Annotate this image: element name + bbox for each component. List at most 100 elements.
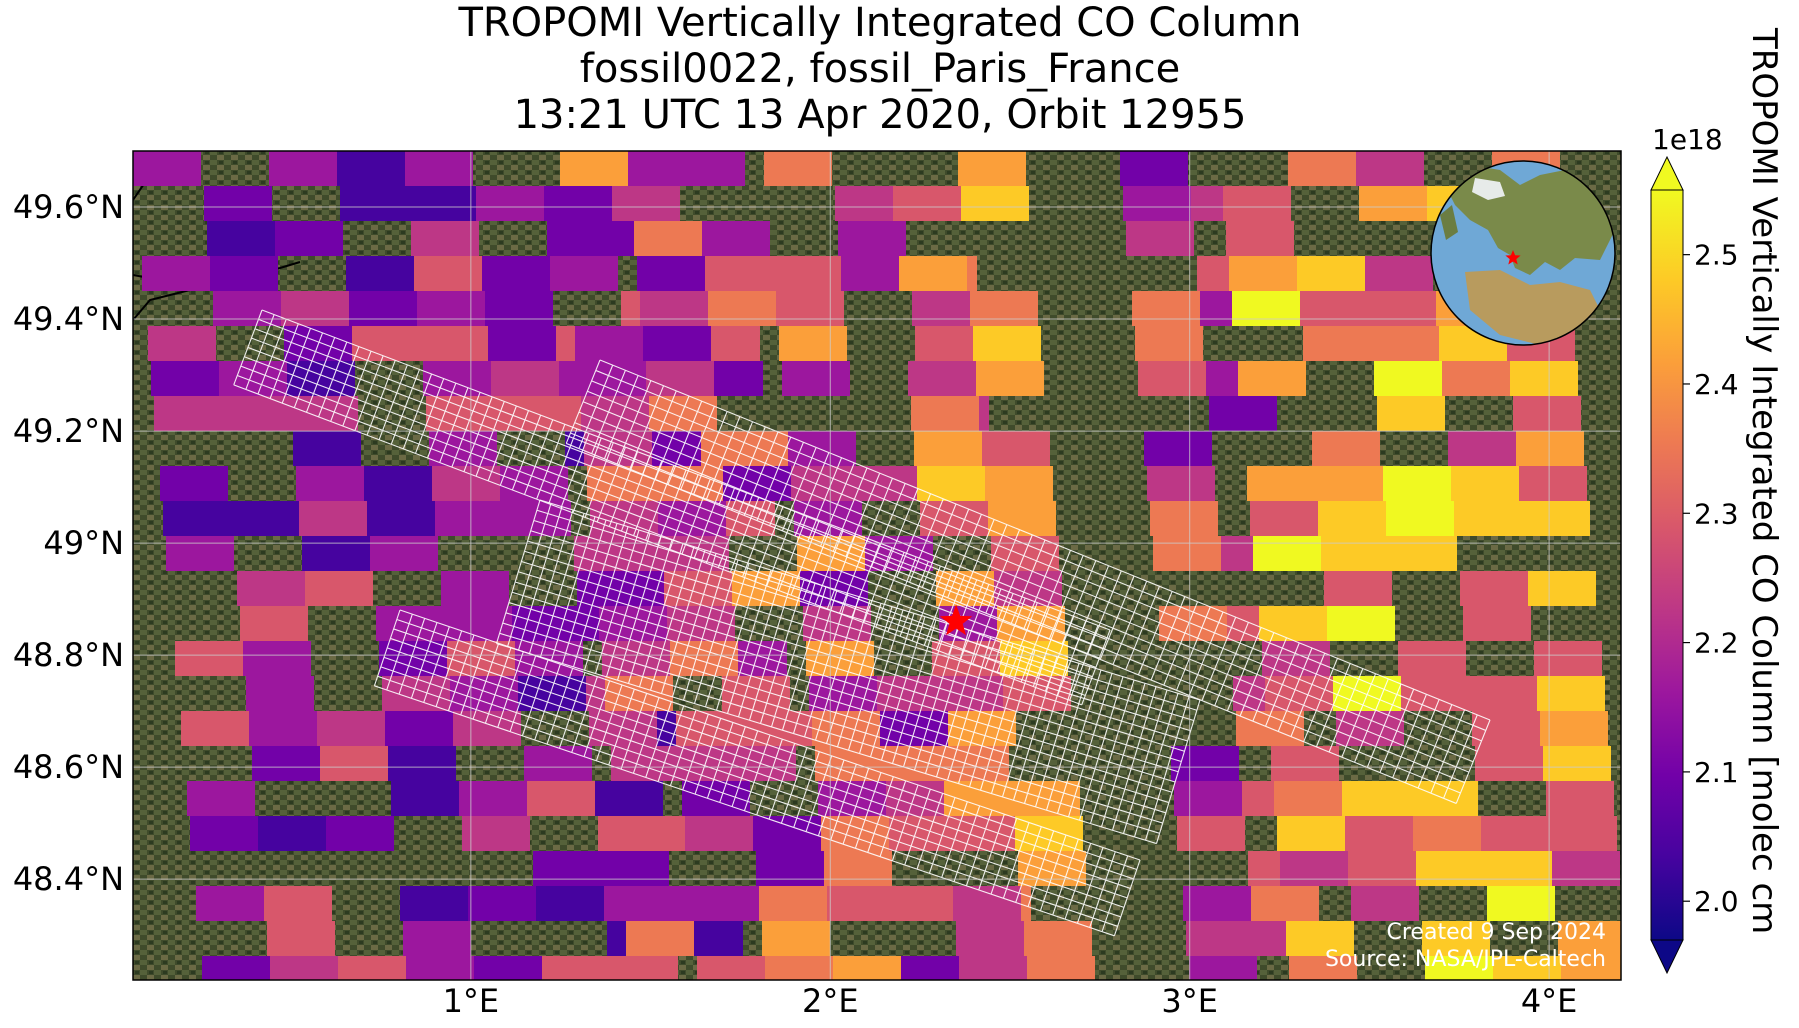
tropomi-pixel	[1138, 361, 1206, 396]
colorbar-extend-max	[1650, 155, 1684, 191]
tropomi-pixel	[1484, 851, 1552, 886]
tropomi-pixel	[1540, 711, 1608, 746]
tropomi-pixel	[1413, 816, 1481, 851]
tropomi-pixel	[835, 186, 903, 221]
tropomi-pixel	[1123, 186, 1191, 221]
tropomi-pixel	[612, 186, 680, 221]
tropomi-pixel	[623, 886, 691, 921]
tropomi-pixel	[1120, 151, 1188, 186]
tropomi-pixel	[838, 221, 906, 256]
tropomi-pixel	[474, 956, 542, 980]
tropomi-pixel	[527, 781, 595, 816]
target-swath	[565, 359, 1491, 804]
swath-line	[530, 530, 1191, 732]
tropomi-pixel	[142, 256, 210, 291]
tropomi-pixel	[973, 326, 1041, 361]
tropomi-pixel	[1271, 746, 1339, 781]
tropomi-pixel	[634, 221, 702, 256]
swath-line	[505, 612, 1166, 814]
tropomi-pixel	[912, 291, 980, 326]
tropomi-pixel	[414, 256, 482, 291]
tropomi-pixel	[794, 501, 862, 536]
title-line-3: 13:21 UTC 13 Apr 2020, Orbit 12955	[513, 92, 1247, 138]
tropomi-pixel	[403, 921, 471, 956]
tropomi-pixel	[252, 746, 320, 781]
swath-line	[496, 643, 1157, 845]
chart-title: TROPOMI Vertically Integrated CO Column …	[230, 0, 1530, 138]
tropomi-pixel	[1356, 151, 1424, 186]
tropomi-pixel	[346, 256, 414, 291]
tropomi-pixel	[160, 466, 228, 501]
tropomi-pixel	[859, 466, 927, 501]
tropomi-pixel	[1442, 361, 1510, 396]
tropomi-pixel	[293, 431, 361, 466]
swath-line	[1155, 699, 1201, 844]
tropomi-pixel	[1177, 816, 1245, 851]
colorbar-frame	[1650, 189, 1684, 941]
tropomi-pixel	[764, 151, 832, 186]
tropomi-pixel	[575, 326, 643, 361]
tropomi-pixel	[213, 291, 281, 326]
tropomi-pixel	[1558, 921, 1621, 956]
lon-tick-label: 4°E	[1521, 982, 1578, 1020]
tropomi-pixel	[249, 711, 317, 746]
tropomi-pixel	[367, 501, 435, 536]
swath-line	[380, 666, 1121, 918]
tropomi-pixel	[566, 221, 634, 256]
globe-icon	[1430, 160, 1616, 346]
title-line-2: fossil0022, fossil_Paris_France	[579, 46, 1181, 92]
tropomi-pixel	[956, 921, 1024, 956]
tropomi-pixel	[617, 816, 685, 851]
tropomi-pixel	[1510, 361, 1578, 396]
tropomi-pixel	[1516, 431, 1584, 466]
tropomi-pixel	[649, 396, 717, 431]
swath-line	[502, 622, 1163, 824]
colorbar: 2.0 2.1 2.2 2.3 2.4 2.5 1e18 TROPOMI Vertical…	[1650, 27, 1784, 975]
swath-line	[396, 618, 1137, 870]
swath-line	[399, 609, 1141, 861]
tropomi-pixel	[175, 641, 243, 676]
tropomi-pixel	[626, 921, 694, 956]
tropomi-pixel	[246, 676, 314, 711]
tropomi-pixel	[1132, 291, 1200, 326]
tropomi-pixel	[1247, 466, 1315, 501]
tropomi-pixel	[1150, 501, 1218, 536]
tropomi-pixel	[1561, 956, 1621, 980]
tropomi-pixel	[1303, 326, 1371, 361]
tropomi-pixel	[773, 256, 841, 291]
tropomi-pixel	[299, 501, 367, 536]
tropomi-pixel	[1238, 361, 1306, 396]
tropomi-pixel	[640, 291, 708, 326]
swath-line	[578, 411, 1470, 773]
tropomi-pixel	[1448, 431, 1516, 466]
colorbar-extend-min	[1650, 939, 1684, 975]
tropomi-pixel	[1398, 641, 1466, 676]
tropomi-pixel	[181, 711, 249, 746]
target-swath	[373, 609, 1141, 937]
tropomi-pixel	[267, 921, 335, 956]
tropomi-pixel	[243, 641, 311, 676]
tropomi-pixel	[305, 571, 373, 606]
swath-line	[390, 637, 1131, 889]
tropomi-pixel	[595, 781, 663, 816]
tropomi-pixel	[833, 956, 901, 980]
tropomi-pixel	[1537, 676, 1605, 711]
colorbar-tick-label: 2.2	[1694, 627, 1739, 660]
tropomi-pixel	[1386, 501, 1454, 536]
colorbar-ticks: 2.0 2.1 2.2 2.3 2.4 2.5	[1683, 239, 1739, 918]
colorbar-tick-label: 2.4	[1694, 368, 1739, 401]
lon-tick-label: 3°E	[1161, 982, 1218, 1020]
tropomi-pixel	[533, 851, 601, 886]
swath-line	[393, 628, 1134, 880]
tropomi-pixel	[468, 886, 536, 921]
tropomi-pixel	[1027, 956, 1095, 980]
tropomi-pixel	[237, 571, 305, 606]
swath-line	[387, 647, 1128, 899]
swath-line	[499, 632, 1160, 834]
tropomi-pixel	[1135, 326, 1203, 361]
tropomi-pixel	[349, 291, 417, 326]
swath-line	[508, 602, 1170, 804]
lat-tick-label: 48.6°N	[13, 748, 124, 786]
tropomi-pixel	[163, 501, 231, 536]
tropomi-pixel	[982, 431, 1050, 466]
